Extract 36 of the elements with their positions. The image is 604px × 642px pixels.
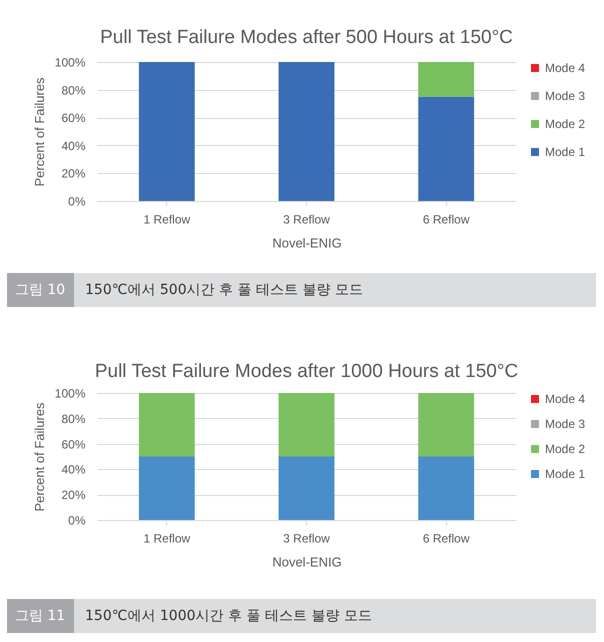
- legend-label: Mode 2: [545, 117, 586, 131]
- caption: 그림 11: [14, 608, 66, 624]
- y-tick-label: 80%: [61, 412, 86, 426]
- y-tick-label: 60%: [61, 437, 86, 452]
- x-tick-label: 3 Reflow: [283, 532, 330, 546]
- chart-title: Pull Test Failure Modes after 1000 Hours at 150°C: [94, 361, 518, 382]
- legend-label: Mode 1: [545, 145, 586, 159]
- legend-label: Mode 2: [545, 442, 586, 456]
- y-tick-label: 60%: [61, 111, 86, 126]
- text: 150℃에서 500시간 후 풀 테스트 불량 모드: [85, 282, 363, 298]
- y-tick-label: 100%: [54, 386, 86, 400]
- x-axis-title: Novel-ENIG: [272, 236, 342, 250]
- legend-label: Mode 3: [545, 417, 586, 431]
- x-tick-label: 6 Reflow: [422, 212, 470, 226]
- y-tick-label: 100%: [54, 56, 86, 70]
- y-axis-title: Percent of Failures: [32, 76, 47, 187]
- legend-label: Mode 4: [545, 61, 586, 75]
- x-tick-label: 1 Reflow: [143, 532, 191, 546]
- x-axis-title: Novel-ENIG: [272, 554, 342, 570]
- y-tick-label: 20%: [61, 166, 86, 181]
- legend-label: Mode 3: [545, 89, 586, 103]
- y-tick-label: 20%: [61, 488, 86, 502]
- chart-title: Pull Test Failure Modes after 500 Hours at 150°C: [100, 27, 513, 48]
- x-tick-label: 1 Reflow: [143, 212, 191, 226]
- y-tick-label: 0%: [68, 194, 86, 208]
- y-tick-label: 80%: [61, 83, 86, 98]
- y-tick-label: 0%: [68, 514, 86, 528]
- text: 150℃에서 1000시간 후 풀 테스트 불량 모드: [85, 608, 372, 624]
- x-tick-label: 6 Reflow: [422, 532, 470, 546]
- y-tick-label: 40%: [61, 462, 86, 477]
- y-axis-title: Percent of Failures: [32, 402, 47, 512]
- legend-label: Mode 1: [545, 467, 586, 481]
- caption: 그림 10: [14, 282, 66, 298]
- y-tick-label: 40%: [61, 138, 86, 153]
- x-tick-label: 3 Reflow: [283, 212, 330, 226]
- legend-label: Mode 4: [545, 392, 586, 406]
